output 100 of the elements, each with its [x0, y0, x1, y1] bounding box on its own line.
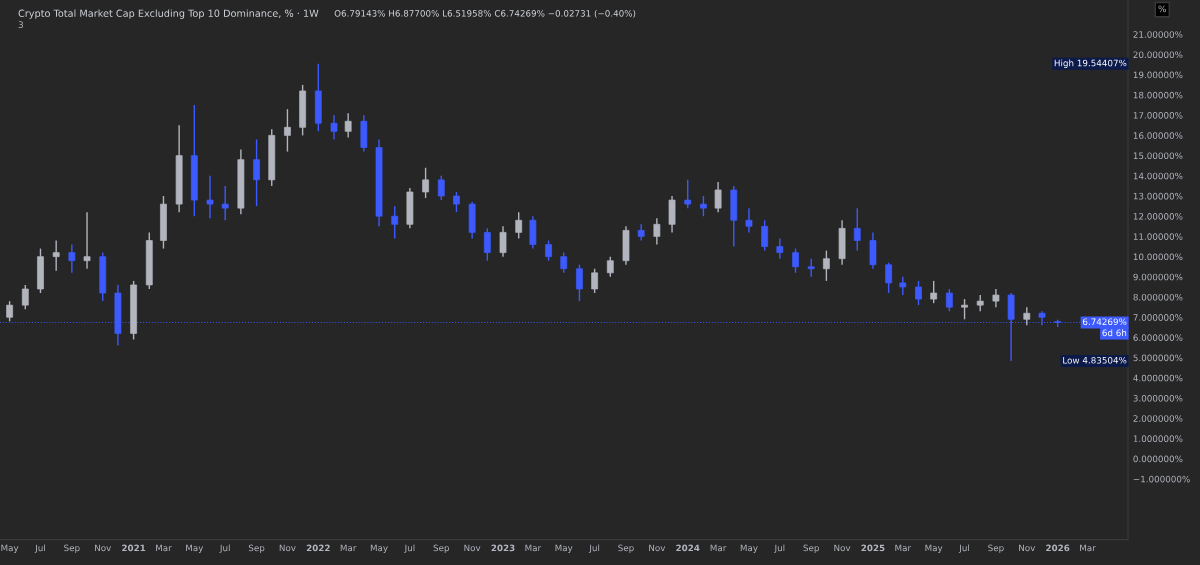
ref-line-label: 6.74269%: [1082, 318, 1127, 326]
candlestick: [653, 217, 661, 246]
x-tick-label: Jul: [588, 544, 600, 553]
x-tick-label: 2025: [861, 544, 885, 552]
candlestick: [899, 276, 907, 296]
x-tick-label: May: [555, 544, 573, 553]
text: %: [1158, 5, 1167, 13]
y-tick-label: 9.000000%: [1133, 273, 1183, 281]
x-tick-label: Nov: [95, 544, 112, 552]
y-tick-label: 6.000000%: [1133, 334, 1183, 341]
x-tick-label: Jul: [774, 544, 785, 553]
y-tick-label: 5.000000%: [1133, 354, 1183, 362]
text: O6.79143% H6.87700% L6.51958% C6.74269% −0.02731 (−0.40%): [334, 9, 636, 18]
candlestick: [437, 175, 445, 201]
x-tick-label: 2026: [1046, 544, 1070, 552]
x-tick-label: Jul: [34, 544, 45, 553]
y-tick-label: 8.000000%: [1133, 293, 1183, 301]
candlestick: [515, 211, 523, 240]
candlestick: [6, 300, 13, 323]
x-tick-label: Jul: [404, 544, 415, 553]
x-tick-label: Jul: [219, 544, 230, 553]
candlestick: [761, 219, 769, 252]
y-tick-label: 14.00000%: [1133, 172, 1183, 180]
x-tick-label: 2024: [676, 544, 700, 552]
x-tick-label: Mar: [156, 544, 172, 552]
candlestick: [684, 179, 692, 209]
text: Crypto Total Market Cap Excluding Top 10 Dominance, % · 1W: [18, 9, 319, 19]
candlestick: [391, 205, 399, 240]
candlestick: [253, 138, 260, 207]
y-tick-label: 21.00000%: [1133, 31, 1183, 38]
candlestick: [945, 288, 953, 312]
candlestick: [1023, 306, 1031, 327]
x-tick-label: May: [370, 544, 388, 553]
candlestick: [560, 251, 568, 274]
candlestick: [776, 237, 784, 260]
annotation: 3: [18, 21, 24, 29]
y-tick-label: 18.00000%: [1133, 91, 1183, 99]
candlestick: [606, 255, 614, 278]
x-tick-label: Sep: [433, 544, 450, 553]
y-tick-label: 20.00000%: [1133, 51, 1183, 59]
candlestick: [853, 207, 861, 252]
x-tick-label: May: [1, 544, 19, 553]
candlestick: [823, 249, 830, 282]
candlestick: [483, 227, 491, 262]
x-tick-label: 2022: [306, 544, 330, 552]
y-tick-label: 12.00000%: [1133, 213, 1183, 220]
y-tick-label: 11.00000%: [1133, 233, 1183, 240]
x-tick-label: 2023: [491, 544, 515, 552]
candlestick: [284, 108, 291, 153]
candlestick: [576, 264, 583, 302]
x-tick-label: Nov: [1019, 544, 1036, 552]
x-tick-label: Jul: [958, 544, 969, 553]
y-tick-label: 10.00000%: [1133, 253, 1183, 261]
y-tick-label: 1.000000%: [1133, 435, 1183, 442]
y-tick-label: 13.00000%: [1133, 192, 1183, 200]
candlestick: [221, 185, 229, 221]
candlestick: [745, 207, 753, 234]
x-tick-label: Mar: [710, 544, 727, 552]
candlestick: [792, 247, 799, 274]
y-tick-label: 4.000000%: [1133, 374, 1183, 382]
x-tick-label: Mar: [1080, 544, 1096, 552]
y-tick-label: 0.000000%: [1133, 455, 1183, 463]
candlestick: [422, 167, 429, 199]
y-tick-label: −1.000000%: [1133, 475, 1190, 483]
candlestick: [83, 211, 91, 270]
x-tick-label: Sep: [803, 544, 819, 553]
x-tick-label: Nov: [649, 544, 666, 552]
x-tick-label: Nov: [834, 544, 851, 552]
candlestick: [453, 191, 460, 213]
candlestick: [714, 181, 722, 213]
candlestick: [330, 114, 338, 141]
x-tick-label: Sep: [618, 544, 634, 553]
candlestick: [807, 257, 815, 278]
x-tick-label: 2021: [122, 544, 146, 552]
candlestick: [591, 268, 598, 294]
candlestick: [961, 298, 968, 320]
candlestick: [499, 225, 507, 258]
y-tick-label: 19.00000%: [1133, 71, 1183, 79]
candlestick: [344, 112, 352, 139]
candlestick: [992, 288, 1000, 308]
y-tick-label: 16.00000%: [1133, 132, 1183, 139]
annotation: High 19.54407%: [1054, 59, 1127, 69]
x-tick-label: Sep: [248, 544, 265, 553]
y-tick-label: 2.000000%: [1133, 415, 1183, 422]
x-tick-label: Nov: [464, 544, 481, 552]
annotation: 6d 6h: [1102, 329, 1127, 337]
x-tick-label: May: [740, 544, 758, 553]
x-tick-label: Sep: [988, 544, 1004, 553]
y-tick-label: 3.000000%: [1133, 394, 1183, 402]
x-tick-label: May: [925, 544, 943, 553]
candlestick: [68, 243, 76, 274]
candlestick: [545, 239, 552, 262]
x-tick-label: Mar: [525, 544, 542, 552]
x-tick-label: Sep: [64, 544, 80, 553]
y-tick-label: 7.000000%: [1133, 314, 1183, 321]
y-tick-label: 15.00000%: [1133, 152, 1183, 160]
candlestick: [915, 280, 922, 306]
x-tick-label: May: [186, 544, 204, 553]
candlestick: [52, 239, 60, 272]
candlestick: [885, 262, 893, 294]
